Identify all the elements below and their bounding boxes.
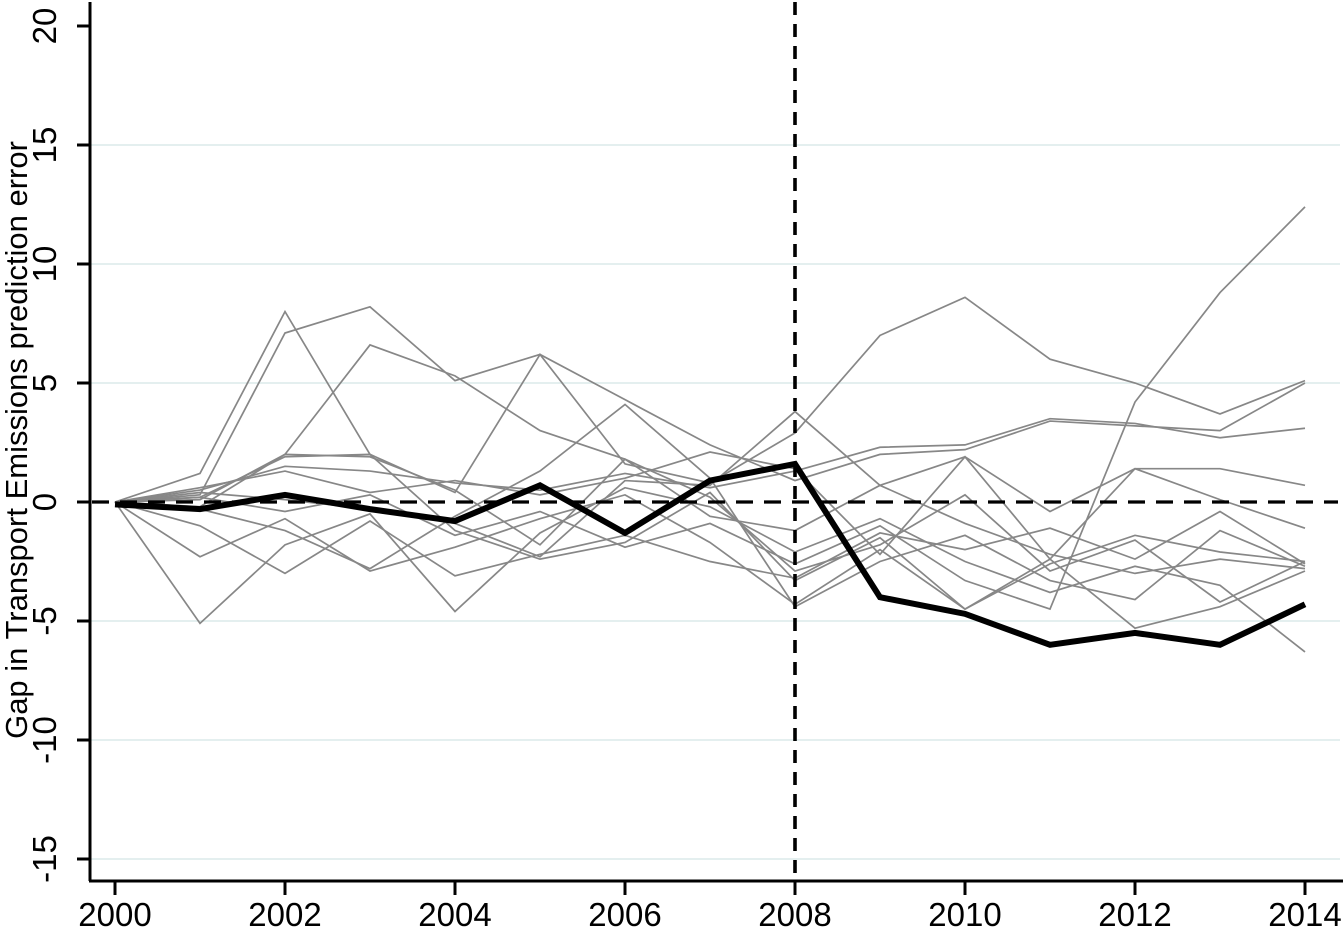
- y-tick-label: -15: [26, 835, 63, 883]
- placebo-4-line: [114, 486, 1306, 653]
- y-tick-label: 0: [26, 493, 63, 511]
- y-tick-label: 15: [26, 127, 63, 164]
- x-tick-label: 2000: [78, 896, 151, 933]
- y-tick-label: 10: [26, 246, 63, 283]
- placebo-6-line: [114, 410, 1306, 575]
- placebo-12-line: [114, 451, 1306, 561]
- placebo-2-line: [114, 309, 1306, 611]
- placebo-5-line: [114, 296, 1306, 503]
- y-axis-title: Gap in Transport Emissions prediction er…: [0, 141, 34, 739]
- placebo-8-line: [114, 206, 1306, 611]
- x-tick-label: 2004: [418, 896, 491, 933]
- y-tick-label: -5: [26, 606, 63, 635]
- x-tick-label: 2006: [588, 896, 661, 933]
- x-tick-label: 2002: [248, 896, 321, 933]
- placebo-13-line: [114, 501, 1306, 580]
- placebo-9-line: [114, 453, 1306, 603]
- placebo-10-line: [114, 493, 1306, 630]
- x-tick-label: 2012: [1098, 896, 1171, 933]
- placebo-3-line: [114, 343, 1306, 532]
- placebo-7-line: [114, 403, 1306, 608]
- x-tick-label: 2008: [758, 896, 831, 933]
- y-tick-label: 5: [26, 374, 63, 392]
- treated-line: [114, 460, 1307, 648]
- y-tick-label: 20: [26, 8, 63, 45]
- x-tick-label: 2014: [1268, 896, 1341, 933]
- x-tick-label: 2010: [928, 896, 1001, 933]
- placebo-1-line: [114, 305, 1306, 503]
- y-tick-label: -10: [26, 716, 63, 764]
- placebo-11-line: [114, 417, 1306, 503]
